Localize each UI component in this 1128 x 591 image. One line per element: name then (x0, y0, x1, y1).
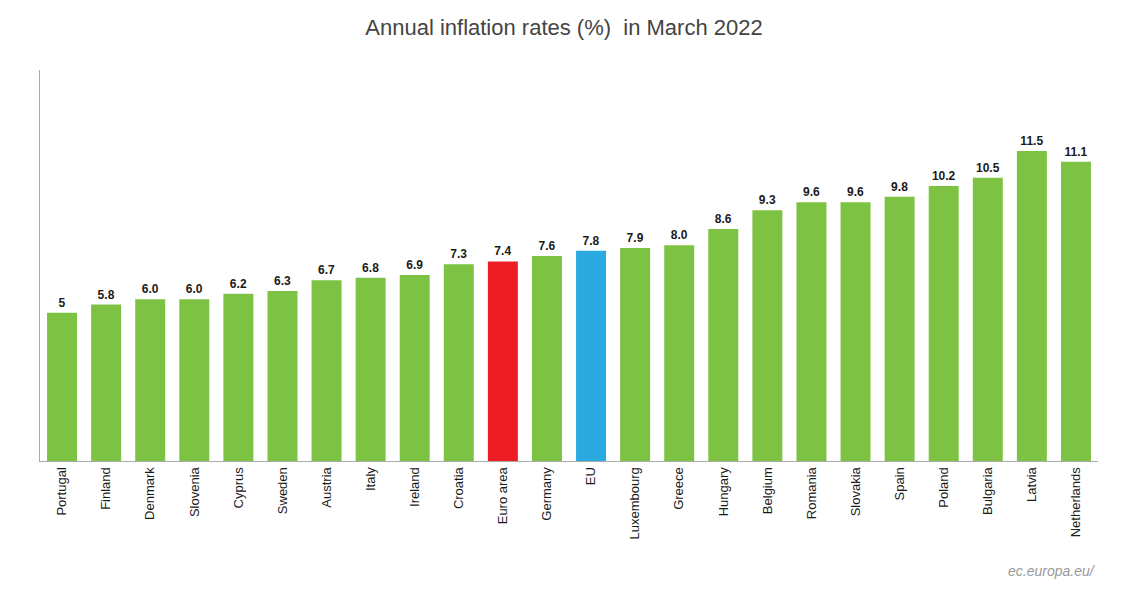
svg-text:Slovakia: Slovakia (848, 466, 863, 516)
svg-text:Finland: Finland (98, 467, 113, 510)
svg-text:ec.europa.eu/: ec.europa.eu/ (1008, 563, 1096, 579)
svg-text:9.6: 9.6 (803, 185, 820, 199)
svg-text:7.4: 7.4 (494, 244, 511, 258)
svg-text:Croatia: Croatia (451, 466, 466, 509)
svg-text:Hungary: Hungary (716, 467, 731, 517)
svg-text:6.9: 6.9 (406, 258, 423, 272)
svg-text:7.9: 7.9 (627, 231, 644, 245)
svg-text:Italy: Italy (363, 467, 378, 491)
svg-text:Ireland: Ireland (407, 467, 422, 507)
svg-text:5: 5 (59, 296, 66, 310)
svg-text:7.3: 7.3 (450, 247, 467, 261)
svg-text:Bulgaria: Bulgaria (980, 466, 995, 514)
svg-text:10.5: 10.5 (976, 161, 1000, 175)
svg-text:6.0: 6.0 (186, 282, 203, 296)
svg-text:Poland: Poland (936, 467, 951, 507)
svg-text:6.2: 6.2 (230, 277, 247, 291)
svg-text:Greece: Greece (671, 467, 686, 510)
svg-text:Latvia: Latvia (1024, 466, 1039, 501)
svg-text:Euro area: Euro area (495, 466, 510, 524)
svg-text:6.8: 6.8 (362, 261, 379, 275)
svg-text:Annual inflation rates (%) in: Annual inflation rates (%) in March 2022 (365, 15, 762, 40)
svg-text:Belgium: Belgium (760, 467, 775, 514)
svg-text:Spain: Spain (892, 467, 907, 500)
svg-text:Romania: Romania (804, 466, 819, 519)
svg-text:Denmark: Denmark (142, 467, 157, 520)
svg-text:Sweden: Sweden (275, 467, 290, 514)
svg-text:6.0: 6.0 (142, 282, 159, 296)
svg-text:Austria: Austria (319, 466, 334, 507)
svg-text:7.6: 7.6 (538, 239, 555, 253)
svg-text:9.3: 9.3 (759, 193, 776, 207)
svg-text:Cyprus: Cyprus (231, 467, 246, 509)
svg-text:11.1: 11.1 (1064, 145, 1087, 159)
svg-text:Luxembourg: Luxembourg (627, 467, 642, 539)
svg-text:7.8: 7.8 (583, 234, 600, 248)
svg-text:Netherlands: Netherlands (1068, 467, 1083, 538)
svg-text:11.5: 11.5 (1020, 134, 1043, 148)
svg-text:Portugal: Portugal (54, 467, 69, 516)
svg-text:8.6: 8.6 (715, 212, 732, 226)
svg-text:EU: EU (583, 467, 598, 485)
svg-text:Slovenia: Slovenia (187, 466, 202, 517)
svg-text:6.3: 6.3 (274, 274, 291, 288)
svg-text:10.2: 10.2 (932, 169, 956, 183)
svg-text:8.0: 8.0 (671, 228, 688, 242)
svg-text:5.8: 5.8 (98, 288, 115, 302)
svg-text:6.7: 6.7 (318, 263, 335, 277)
svg-text:9.8: 9.8 (891, 180, 908, 194)
svg-text:Germany: Germany (539, 467, 554, 521)
svg-text:9.6: 9.6 (847, 185, 864, 199)
